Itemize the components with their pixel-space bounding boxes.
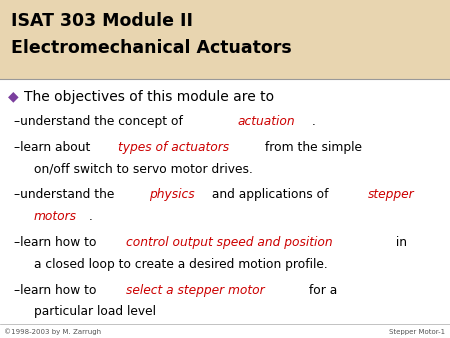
Text: stepper: stepper: [368, 189, 415, 201]
Text: Electromechanical Actuators: Electromechanical Actuators: [11, 39, 292, 57]
FancyBboxPatch shape: [0, 0, 450, 79]
Text: The objectives of this module are to: The objectives of this module are to: [24, 90, 274, 103]
Text: ISAT 303 Module II: ISAT 303 Module II: [11, 12, 193, 30]
Text: control output speed and position: control output speed and position: [126, 236, 333, 249]
Text: motors: motors: [34, 210, 77, 223]
Text: ©1998-2003 by M. Zarrugh: ©1998-2003 by M. Zarrugh: [4, 329, 102, 335]
Text: –learn about: –learn about: [14, 141, 94, 154]
Text: –understand the: –understand the: [14, 189, 119, 201]
Text: on/off switch to servo motor drives.: on/off switch to servo motor drives.: [34, 163, 252, 176]
Text: physics: physics: [149, 189, 194, 201]
Text: actuation: actuation: [237, 115, 295, 128]
Text: –learn how to: –learn how to: [14, 236, 101, 249]
Text: from the simple: from the simple: [261, 141, 362, 154]
Text: .: .: [89, 210, 93, 223]
Text: –learn how to: –learn how to: [14, 284, 101, 296]
Text: types of actuators: types of actuators: [118, 141, 229, 154]
Text: –understand the concept of: –understand the concept of: [14, 115, 187, 128]
Text: .: .: [312, 115, 315, 128]
Text: and applications of: and applications of: [208, 189, 332, 201]
Text: a closed loop to create a desired motion profile.: a closed loop to create a desired motion…: [34, 258, 328, 271]
Text: Stepper Motor-1: Stepper Motor-1: [389, 329, 446, 335]
Text: ◆: ◆: [8, 90, 19, 103]
Text: for a: for a: [305, 284, 337, 296]
Text: particular load level: particular load level: [34, 305, 156, 318]
Text: in: in: [392, 236, 407, 249]
Text: select a stepper motor: select a stepper motor: [126, 284, 265, 296]
